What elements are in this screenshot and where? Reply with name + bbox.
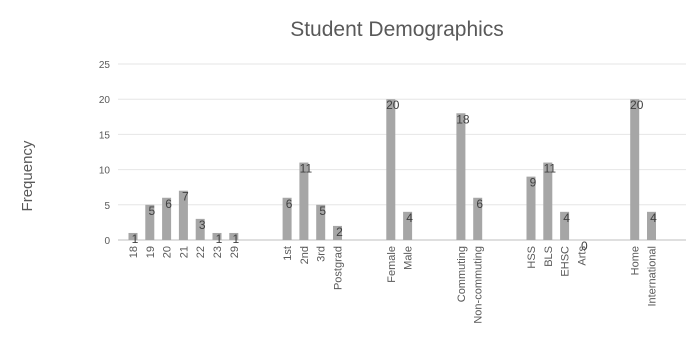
data-label: 5 [319, 204, 326, 218]
y-tick-label: 0 [104, 236, 110, 247]
x-tick-label: 29 [229, 246, 241, 258]
bar [473, 197, 483, 240]
x-tick-label: Commuting [456, 246, 468, 302]
bar [128, 232, 138, 240]
x-tick-label: 19 [145, 246, 157, 258]
data-label: 5 [148, 204, 155, 218]
data-label: 3 [199, 218, 206, 232]
data-label: 20 [386, 98, 400, 112]
x-tick-label: 3rd [316, 246, 328, 262]
data-label: 2 [336, 225, 343, 239]
x-tick-label: Postgrad [333, 246, 345, 290]
bar [560, 211, 570, 240]
bar [282, 197, 292, 240]
gridlines [118, 63, 686, 206]
x-tick-label: 2nd [299, 246, 311, 264]
x-tick-label: BLS [543, 246, 555, 267]
x-tick-label: 21 [178, 246, 190, 258]
data-label: 11 [544, 162, 557, 176]
x-tick-label: 22 [195, 246, 207, 258]
x-tick-label: 1st [282, 246, 294, 261]
x-tick-label: Male [403, 246, 415, 270]
bar [456, 113, 466, 240]
data-label: 9 [530, 176, 537, 190]
y-tick-label: 10 [99, 166, 111, 177]
data-label: 11 [300, 162, 313, 176]
data-label: 0 [581, 239, 588, 253]
x-tick-label: 20 [162, 246, 174, 258]
bar [145, 204, 155, 240]
bar [316, 204, 326, 240]
data-label: 4 [650, 211, 657, 225]
bar [195, 218, 205, 240]
bar [333, 225, 342, 240]
bar [526, 176, 536, 240]
y-tick-label: 20 [99, 95, 111, 106]
x-tick-label: Arts [576, 246, 588, 266]
x-tick-label: International [647, 246, 659, 307]
data-label: 6 [476, 197, 483, 211]
x-tick-label: Home [630, 246, 642, 275]
bars [128, 99, 656, 240]
x-tick-label: Non-commuting [473, 246, 485, 324]
y-axis-ticks: 0 5 10 15 20 25 [99, 60, 111, 247]
y-tick-label: 5 [104, 201, 110, 212]
x-axis-ticks: 18 19 20 21 22 23 29 1st 2nd 3rd Postgrad Female Mal… [128, 246, 659, 324]
x-tick-label: EHSC [560, 246, 572, 277]
data-label: 6 [286, 197, 293, 211]
data-label: 4 [406, 211, 413, 225]
data-label: 1 [216, 232, 223, 246]
data-label: 18 [456, 112, 470, 126]
x-tick-label: Female [386, 246, 398, 283]
x-tick-label: HSS [526, 246, 538, 269]
bar [212, 232, 222, 240]
bar [543, 162, 553, 240]
data-label: 1 [232, 232, 239, 246]
bar [403, 211, 413, 240]
y-axis-label: Frequency [19, 140, 36, 211]
data-label: 7 [182, 190, 189, 204]
bar [162, 197, 172, 240]
bar [647, 211, 656, 240]
y-tick-label: 25 [99, 60, 111, 71]
data-label: 1 [132, 232, 139, 246]
chart-title: Student Demographics [290, 18, 504, 41]
bar [299, 162, 309, 240]
data-label: 6 [165, 197, 172, 211]
x-tick-label: 18 [128, 246, 140, 258]
x-tick-label: 23 [212, 246, 224, 258]
bar [178, 190, 188, 240]
y-tick-label: 15 [99, 130, 111, 141]
bar [229, 232, 239, 240]
data-label: 4 [563, 211, 570, 225]
bar [386, 99, 396, 240]
data-label: 20 [630, 98, 644, 112]
bar [630, 99, 640, 240]
